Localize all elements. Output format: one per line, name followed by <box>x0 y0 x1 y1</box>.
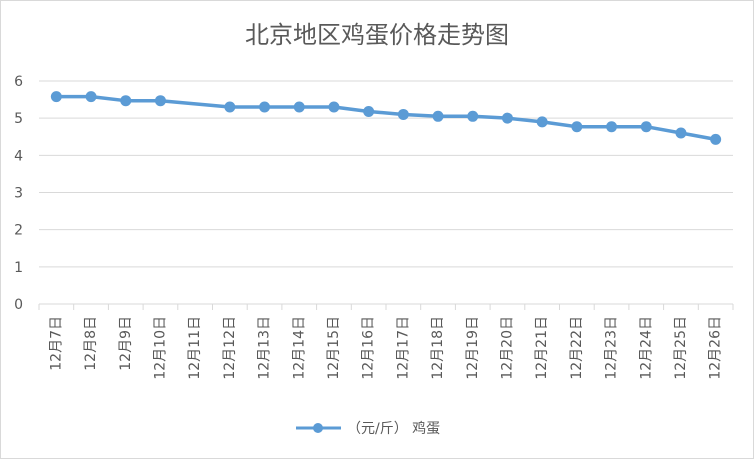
x-tick-label: 12月15日 <box>326 316 342 380</box>
legend-label: （元/斤） 鸡蛋 <box>347 420 440 437</box>
y-tick-label: 4 <box>14 148 23 164</box>
grid-lines <box>39 80 733 305</box>
x-tick-label: 12月11日 <box>187 316 203 380</box>
chart-title: 北京地区鸡蛋价格走势图 <box>245 21 509 49</box>
y-tick-label: 6 <box>14 74 23 90</box>
x-tick-label: 12月19日 <box>465 316 481 380</box>
x-tick-label: 12月25日 <box>673 316 689 380</box>
data-point[interactable] <box>675 127 687 139</box>
y-tick-label: 1 <box>14 260 23 276</box>
series-layer <box>50 91 722 145</box>
x-tick-label: 12月22日 <box>569 316 585 380</box>
legend[interactable]: （元/斤） 鸡蛋 <box>296 420 440 437</box>
data-point[interactable] <box>467 110 479 122</box>
data-point[interactable] <box>224 101 236 113</box>
x-tick-label: 12月8日 <box>83 316 99 371</box>
data-point[interactable] <box>536 116 548 128</box>
x-tick-label: 12月14日 <box>291 316 307 380</box>
data-point[interactable] <box>397 108 409 120</box>
data-point[interactable] <box>293 101 305 113</box>
x-tick-label: 12月23日 <box>604 316 620 380</box>
data-point[interactable] <box>501 112 513 124</box>
data-point[interactable] <box>571 121 583 133</box>
x-tick-label: 12月10日 <box>152 316 168 380</box>
x-tick-label: 12月12日 <box>222 316 238 380</box>
x-tick-label: 12月13日 <box>257 316 273 380</box>
y-axis-ticks: 0 1 2 3 4 5 6 <box>14 74 23 313</box>
y-tick-label: 5 <box>14 111 23 127</box>
x-tick-label: 12月7日 <box>48 316 64 371</box>
data-point[interactable] <box>640 121 652 133</box>
x-tick-label: 12月21日 <box>534 316 550 380</box>
x-tick-label: 12月24日 <box>638 316 654 380</box>
data-point[interactable] <box>363 105 375 117</box>
data-point[interactable] <box>606 121 618 133</box>
data-point[interactable] <box>432 110 444 122</box>
x-tick-label: 12月20日 <box>499 316 515 380</box>
data-point[interactable] <box>154 95 166 107</box>
y-tick-label: 3 <box>14 186 23 202</box>
x-axis-ticks: 12月7日 12月8日 12月9日 12月10日 12月11日 12月12日 12月13日 1… <box>38 304 734 380</box>
data-point[interactable] <box>328 101 340 113</box>
data-point[interactable] <box>85 91 97 103</box>
data-point[interactable] <box>50 91 62 103</box>
x-tick-label: 12月9日 <box>118 316 134 371</box>
x-tick-label: 12月16日 <box>361 316 377 380</box>
x-tick-label: 12月17日 <box>395 316 411 380</box>
y-tick-label: 2 <box>14 223 23 239</box>
x-tick-label: 12月26日 <box>708 316 724 380</box>
legend-point-marker <box>313 423 323 433</box>
data-point[interactable] <box>259 101 271 113</box>
y-tick-label: 0 <box>14 297 23 313</box>
data-point[interactable] <box>120 95 132 107</box>
x-tick-label: 12月18日 <box>430 316 446 380</box>
data-point[interactable] <box>710 133 722 145</box>
